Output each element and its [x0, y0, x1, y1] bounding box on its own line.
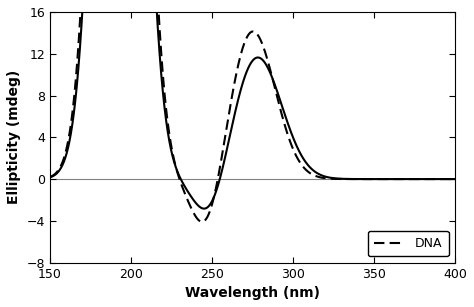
- DNA: [47, 175, 53, 179]
- DNA: [245, 35, 250, 38]
- Line: DNA: DNA: [50, 0, 455, 222]
- Legend: DNA: DNA: [368, 231, 449, 256]
- Y-axis label: Ellipticity (mdeg): Ellipticity (mdeg): [7, 70, 21, 204]
- DNA: [234, 71, 239, 74]
- DNA: [441, 177, 447, 181]
- DNA: [199, 220, 205, 223]
- DNA: [452, 177, 458, 181]
- DNA: [68, 125, 73, 129]
- DNA: [441, 177, 447, 181]
- X-axis label: Wavelength (nm): Wavelength (nm): [185, 286, 320, 300]
- DNA: [366, 177, 372, 181]
